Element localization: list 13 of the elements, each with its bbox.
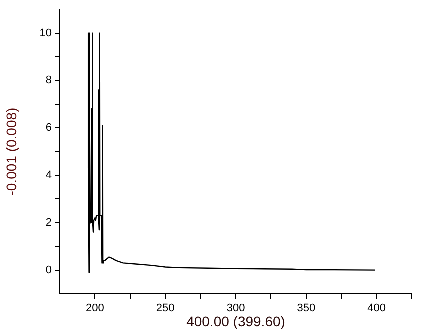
y-tick-label: 6 — [46, 122, 52, 134]
y-tick-label: 10 — [40, 27, 52, 40]
y-tick-label: 0 — [46, 264, 52, 276]
x-axis-title: 400.00 (399.60) — [186, 313, 286, 330]
x-tick-label: 300 — [226, 302, 246, 315]
x-tick-label: 400 — [368, 302, 386, 315]
y-axis-title: -0.001 (0.008) — [3, 108, 20, 196]
x-tick-label: 200 — [86, 302, 104, 315]
x-tick-label: 350 — [297, 302, 316, 315]
y-tick-label: 4 — [46, 170, 52, 182]
x-tick-label: 250 — [156, 302, 175, 315]
y-tick-label: 2 — [46, 216, 52, 229]
y-tick-label: 8 — [46, 74, 52, 87]
